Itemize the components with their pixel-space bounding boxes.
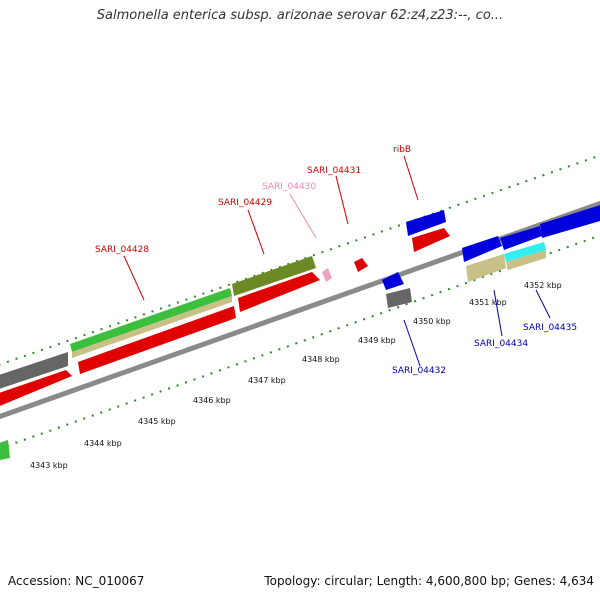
- tick-label-4346: 4346 kbp: [193, 396, 231, 405]
- accession-text: Accession: NC_010067: [8, 574, 145, 588]
- tick-label-4349: 4349 kbp: [358, 336, 396, 345]
- gene-block-tan: [72, 296, 232, 358]
- leader-lines: [123, 155, 551, 367]
- tick-row-inner: [0, 234, 600, 450]
- gene-block-red-sari-04429: [238, 272, 320, 312]
- gene-block-blue-4351: [462, 236, 502, 262]
- gene-block-red-sari-04431: [354, 258, 368, 272]
- gene-label-ribb: ribB: [393, 145, 411, 155]
- gene-label-sari-04428: SARI_04428: [95, 245, 149, 255]
- tick-label-4352: 4352 kbp: [524, 281, 562, 290]
- gene-block-blue-right: [540, 205, 600, 238]
- tick-row-outer: [0, 154, 600, 366]
- gene-label-sari-04434: SARI_04434: [474, 339, 528, 349]
- gene-block-red-left: [0, 370, 72, 406]
- gene-block-tan-right-2: [506, 250, 546, 270]
- gene-block-red-ribb: [412, 228, 450, 252]
- gene-block-blue-4352: [500, 226, 542, 250]
- gene-block-gray-sari-04432: [386, 288, 412, 308]
- forward-features: [0, 205, 600, 406]
- tick-label-4350: 4350 kbp: [413, 317, 451, 326]
- map-title: Salmonella enterica subsp. arizonae sero…: [96, 8, 504, 23]
- gene-label-sari-04435: SARI_04435: [523, 323, 577, 333]
- tick-label-4343: 4343 kbp: [30, 461, 68, 470]
- reverse-features: [0, 272, 412, 460]
- genome-backbone: [0, 200, 600, 420]
- gene-label-sari-04432: SARI_04432: [392, 366, 446, 376]
- gene-block-blue-sari-04432: [382, 272, 404, 290]
- gene-block-green-left: [0, 440, 10, 460]
- gene-block-blue-ribb: [406, 210, 446, 236]
- tick-label-4347: 4347 kbp: [248, 376, 286, 385]
- gene-block-red-sari-04428: [78, 306, 236, 374]
- gene-label-sari-04430: SARI_04430: [262, 182, 316, 192]
- gene-block-tan-right: [466, 254, 506, 282]
- genome-summary-text: Topology: circular; Length: 4,600,800 bp…: [264, 574, 594, 588]
- gene-block-olive: [232, 256, 316, 296]
- tick-label-4348: 4348 kbp: [302, 355, 340, 364]
- gene-label-sari-04429: SARI_04429: [218, 198, 272, 208]
- gene-block-pink: [322, 268, 332, 282]
- gene-label-sari-04431: SARI_04431: [307, 166, 361, 176]
- tick-label-4351: 4351 kbp: [469, 298, 507, 307]
- gene-block-gray: [0, 352, 68, 389]
- tick-label-4344: 4344 kbp: [84, 439, 122, 448]
- gene-block-cyan: [504, 242, 546, 262]
- tick-label-4345: 4345 kbp: [138, 417, 176, 426]
- gene-block-green: [70, 288, 232, 352]
